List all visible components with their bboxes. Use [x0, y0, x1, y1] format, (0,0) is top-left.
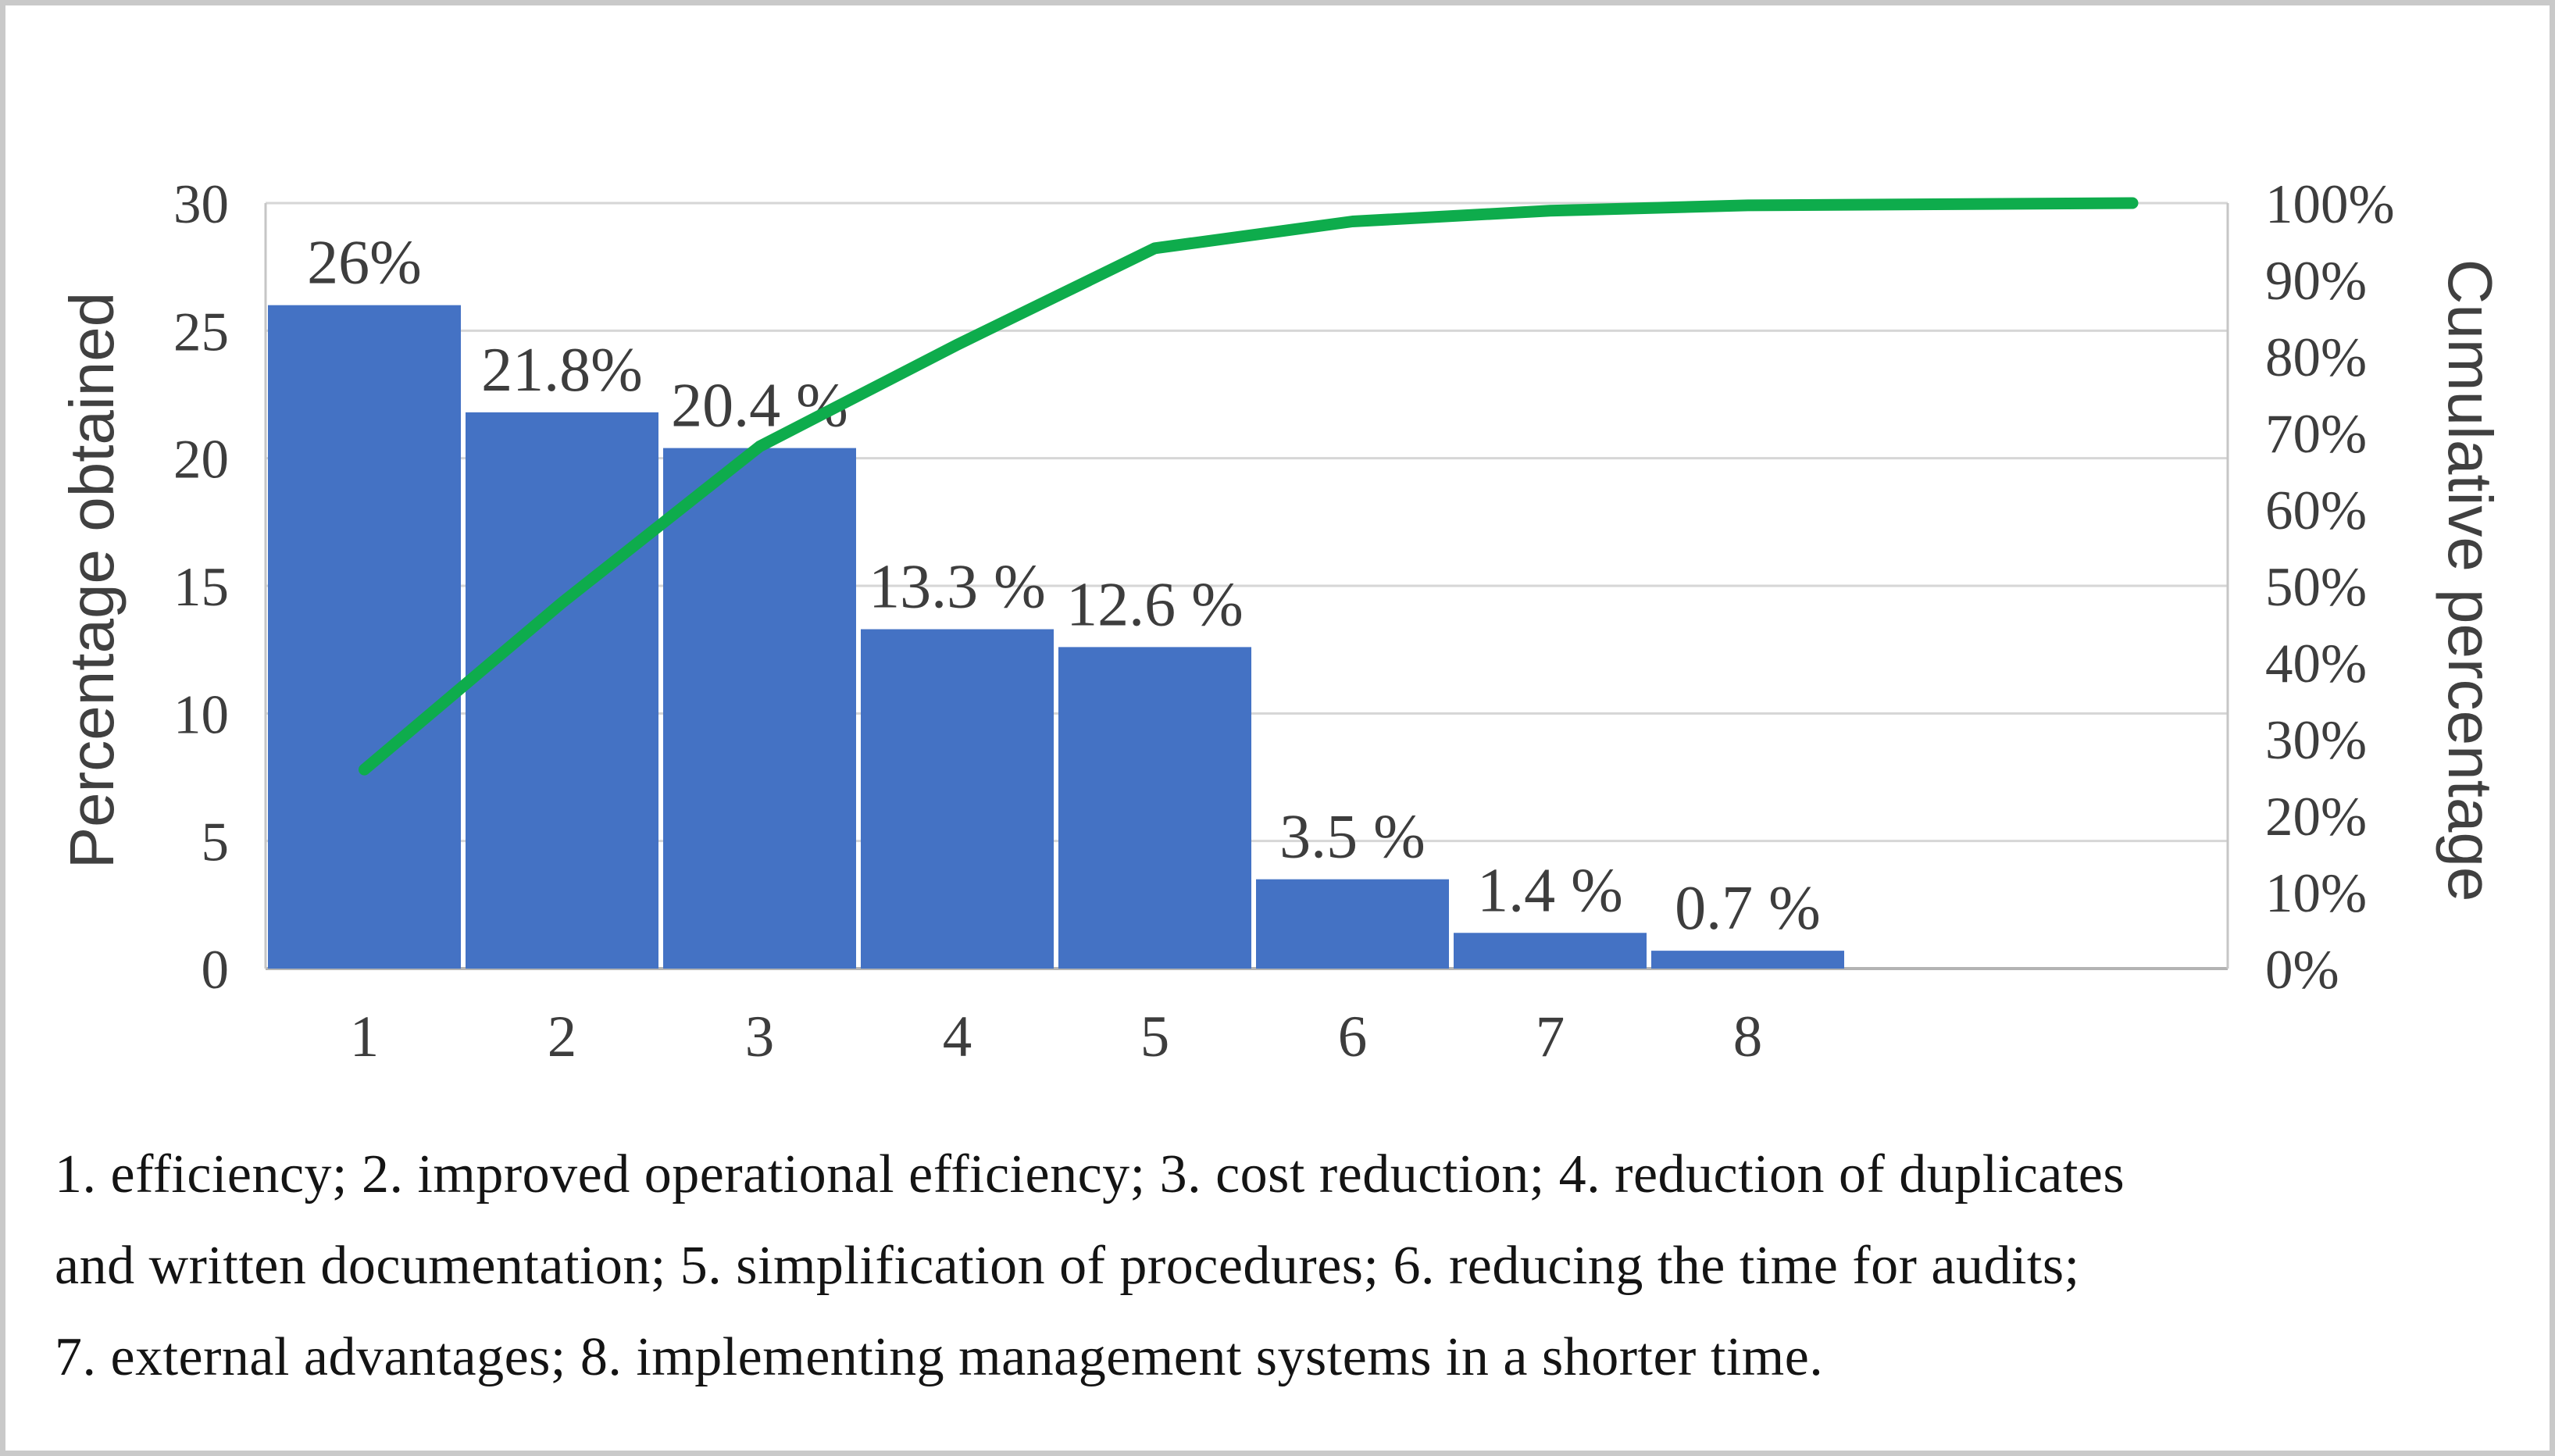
bar-data-label: 21.8% [481, 336, 643, 405]
x-tick-label: 8 [1733, 1005, 1763, 1069]
bar [268, 305, 461, 969]
caption-line: and written documentation; 5. simplifica… [55, 1236, 2080, 1296]
bar-data-label: 3.5 % [1279, 803, 1426, 872]
x-tick-label: 7 [1536, 1005, 1565, 1069]
y-tick-label-right: 30% [2265, 710, 2367, 771]
bar [1651, 951, 1844, 969]
bar [1058, 647, 1251, 969]
cumulative-line [359, 197, 2139, 776]
y-tick-label-right: 20% [2265, 787, 2367, 848]
x-tick-label: 5 [1140, 1005, 1170, 1069]
x-tick-label: 1 [350, 1005, 380, 1069]
y-tick-label-right: 100% [2265, 174, 2395, 235]
bar [861, 629, 1054, 969]
bar-data-label: 13.3 % [869, 553, 1046, 622]
bar-data-label: 26% [307, 229, 422, 298]
x-tick-label: 4 [943, 1005, 972, 1069]
caption-line: 7. external advantages; 8. implementing … [55, 1327, 1824, 1387]
y-axis-title-right: Cumulative percentage [2435, 259, 2505, 902]
y-tick-label-left: 30 [173, 174, 229, 235]
y-tick-label-right: 80% [2265, 327, 2367, 388]
bar [1454, 933, 1647, 969]
y-tick-label-right: 90% [2265, 251, 2367, 312]
x-tick-label: 2 [548, 1005, 577, 1069]
y-tick-label-left: 15 [173, 557, 229, 618]
y-axis-title-left: Percentage obtained [57, 291, 127, 869]
y-tick-label-left: 5 [202, 812, 230, 873]
chart-canvas: 26% 1 21.8% 2 20.4 % 3 13.3 % 4 12.6 % 5 3.5 % 6 1.4… [173, 174, 2395, 1069]
bar [1256, 879, 1449, 969]
bar-data-label: 12.6 % [1066, 570, 1244, 639]
y-tick-label-right: 40% [2265, 633, 2367, 694]
figure-caption: 1. efficiency; 2. improved operational e… [55, 1129, 2507, 1403]
y-tick-label-right: 50% [2265, 557, 2367, 618]
y-tick-label-right: 10% [2265, 863, 2367, 924]
y-tick-label-left: 20 [173, 430, 229, 491]
x-tick-label: 3 [745, 1005, 775, 1069]
y-tick-label-right: 70% [2265, 404, 2367, 465]
y-tick-label-right: 60% [2265, 480, 2367, 541]
bar-data-label: 0.7 % [1675, 874, 1821, 943]
x-tick-label: 6 [1338, 1005, 1368, 1069]
bar [466, 412, 658, 969]
caption-line: 1. efficiency; 2. improved operational e… [55, 1144, 2125, 1204]
bar-data-label: 1.4 % [1477, 856, 1623, 925]
bar-data-label: 20.4 % [671, 372, 848, 441]
bar [663, 448, 856, 969]
y-tick-label-left: 25 [173, 302, 229, 362]
y-tick-label-right: 0% [2265, 940, 2339, 1001]
y-tick-label-left: 10 [173, 684, 229, 745]
y-tick-label-left: 0 [202, 940, 230, 1001]
